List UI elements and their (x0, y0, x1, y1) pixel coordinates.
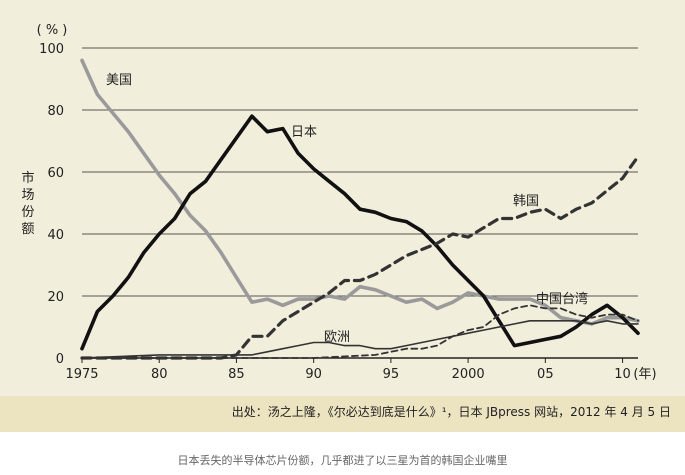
x-tick-label: 80 (151, 367, 168, 382)
source-text: 出处：汤之上隆，《尔必达到底是什么》¹，日本 JBpress 网站，2012 年… (231, 405, 671, 419)
source-bar (0, 396, 685, 432)
x-tick-label: 05 (537, 367, 554, 382)
series-label: 美国 (106, 73, 132, 88)
series-line-2 (80, 154, 640, 360)
series-line-3 (81, 319, 639, 359)
series-label: 欧洲 (324, 330, 350, 345)
y-tick-label: 20 (47, 290, 64, 305)
x-tick-label: 1975 (65, 367, 98, 382)
x-unit-label: (年) (633, 367, 656, 382)
y-axis-title-char: 额 (21, 222, 34, 237)
y-tick-label: 40 (47, 228, 64, 243)
chart-figure: 出处：汤之上隆，《尔必达到底是什么》¹，日本 JBpress 网站，2012 年… (0, 0, 685, 432)
series-label: 韩国 (513, 194, 539, 209)
series-lines (80, 58, 640, 360)
market-share-chart: 0 20 40 60 80 100 1975 80 85 90 95 2000 05 10 ( % ) 市场份… (21, 23, 656, 382)
x-tick-label: 90 (305, 367, 322, 382)
y-axis-title-char: 份 (21, 205, 34, 220)
y-tick-label: 80 (47, 104, 64, 119)
x-tick-label: 10 (614, 367, 631, 382)
y-tick-label: 100 (39, 42, 64, 57)
axes: 0 20 40 60 80 100 1975 80 85 90 95 2000 05 10 ( % ) 市场份… (21, 23, 656, 382)
y-axis-title: 市场份额 (21, 170, 34, 237)
series-label: 日本 (291, 125, 317, 140)
x-tick-label: 95 (383, 367, 400, 382)
figure-caption: 日本丢失的半导体芯片份额，几乎都进了以三星为首的韩国企业嘴里 (177, 454, 508, 467)
series-label: 中国台湾 (536, 291, 588, 307)
y-axis-title-char: 市 (21, 170, 34, 186)
y-axis-title-char: 场 (21, 188, 34, 203)
y-tick-label: 60 (47, 166, 64, 181)
y-tick-label: 0 (56, 352, 64, 367)
series-line-0 (80, 58, 640, 326)
series-line-1 (80, 114, 640, 351)
x-tick-label: 85 (228, 367, 245, 382)
y-unit-label: ( % ) (37, 23, 68, 38)
series-line-4 (81, 304, 639, 359)
x-tick-label: 2000 (452, 367, 485, 382)
